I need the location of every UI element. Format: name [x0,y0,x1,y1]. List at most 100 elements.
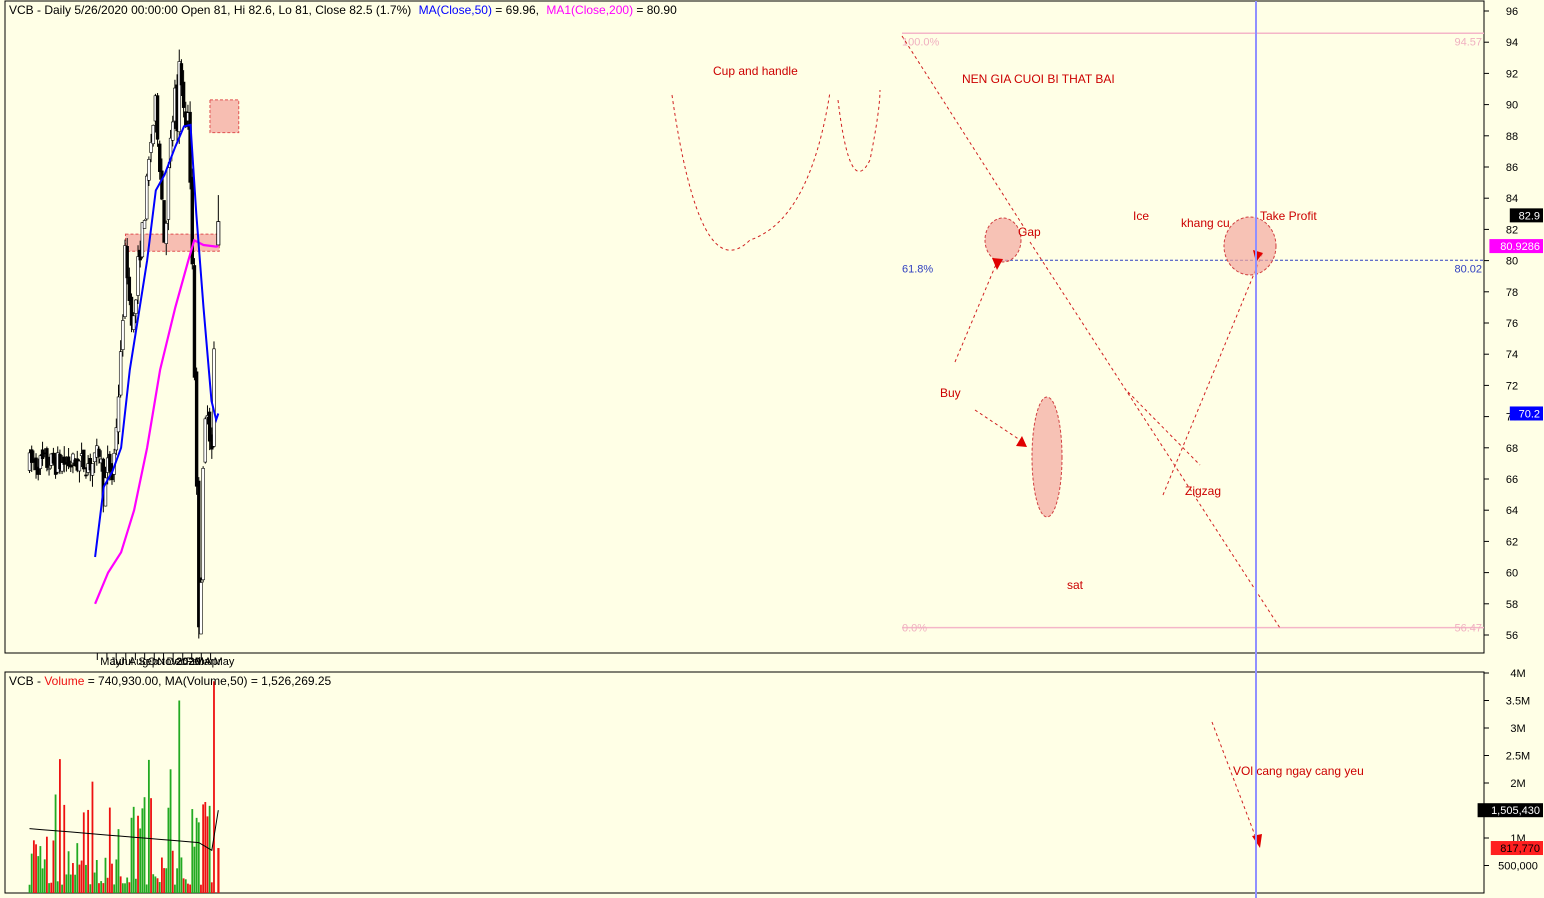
volume-bar [167,807,170,893]
time-tick-label: Aug [129,656,149,668]
candle-body [147,159,151,181]
volume-bar [152,874,155,893]
candle-body [62,456,66,465]
volume-bar [197,822,200,893]
candle-body [192,265,197,378]
volume-bar [37,856,40,893]
volume-bar [150,798,152,893]
volume-bar [189,884,192,893]
nen-gia-label: NEN GIA CUOI BI THAT BAI [962,72,1115,86]
ma50-legend-label: MA(Close,50) [419,3,492,17]
price-tick-label: 60 [1506,568,1518,580]
candle-body [158,143,162,172]
candle-body [116,396,121,433]
volume-pointer-line [1211,721,1257,839]
volume-header: VCB - Volume = 740,930.00, MA(Volume,50)… [9,674,332,688]
volume-bar [100,881,103,893]
buy-arrow-head [1016,436,1027,447]
volume-badge-label: 1,505,430 [1491,805,1540,817]
annotation-texts: Cup and handle NEN GIA CUOI BI THAT BAI … [713,64,1364,778]
volume-bar [111,863,113,893]
volume-tick-label: 3M [1510,723,1525,735]
price-tick-label: 94 [1506,37,1518,49]
fibonacci-layer: 100.0% 94.57 61.8% 80.02 0.0% 56.47 [902,32,1484,635]
volume-bar [139,828,142,893]
candle-body [69,464,73,468]
price-panel-border [4,0,1485,654]
volume-bar [35,844,37,893]
zigzag-line-2 [1127,391,1201,466]
candle-body [118,351,123,396]
volume-bars-layer [28,681,220,893]
volume-bar [85,864,87,893]
ma50-legend-value: = 69.96, [495,3,539,17]
price-badge-label: 80.9286 [1500,241,1540,253]
target-zone [209,99,240,134]
price-tick-label: 84 [1506,193,1518,205]
volume-bar [121,883,124,893]
candle-body [84,474,88,477]
volume-bar [176,868,178,893]
volume-bar [43,859,46,893]
volume-bar [78,864,81,893]
time-tick-label: Mar [195,656,214,668]
price-tick-label: 66 [1506,474,1518,486]
gap-arrow-head [992,258,1003,270]
volume-bar [72,863,74,893]
volume-bar [87,809,90,893]
time-tick-label: Jul [119,656,133,668]
candle-body [166,167,171,220]
volume-bar [184,879,187,893]
candle-body [162,200,166,243]
candle-body [194,371,199,487]
candle-body [212,348,216,447]
price-tick-label: 82 [1506,224,1518,236]
price-tick-label: 96 [1506,6,1518,18]
volume-bar [65,874,68,893]
volume-tick-label: 2.5M [1506,751,1530,763]
volume-bar [61,884,63,893]
gap-ellipse [984,217,1022,263]
volume-bar [137,815,139,893]
khang-cu-label: khang cu [1181,216,1230,230]
time-tick-label: Nov [157,656,177,668]
candle-body [97,448,101,457]
volume-badge-bg [1490,841,1543,856]
gap-pointer-line [954,261,998,363]
candle-body [179,63,184,86]
volume-bar [76,843,79,893]
volume-bar [52,840,55,893]
candle-body [127,276,132,301]
volume-bar [80,860,83,893]
volume-note-label: VOl cang ngay cang yeu [1233,764,1364,778]
volume-header-label: Volume [44,674,84,688]
volume-bar [59,759,61,893]
candle-body [114,427,119,451]
price-badge-label: 70.2 [1519,408,1540,420]
price-tick-label: 58 [1506,599,1518,611]
volume-bar [154,876,157,893]
volume-badge-bg [1477,803,1543,818]
candle-body [136,256,140,296]
volume-bar [124,883,126,893]
volume-bar [213,681,215,893]
volume-bar [206,816,209,893]
volume-header-prefix: VCB - [9,674,44,688]
price-tick-label: 88 [1506,131,1518,143]
candle-body [149,141,153,153]
price-tick-label: 74 [1506,349,1518,361]
price-tick-label: 56 [1506,630,1518,642]
candle-body [145,175,149,220]
cup-and-handle-label: Cup and handle [713,64,798,78]
volume-bar [32,840,35,893]
volume-axis: 500,0001M1.5M2M2.5M3M3.5M4M1,505,430817,… [1477,668,1543,873]
gap-label: Gap [1018,225,1041,239]
zigzag-label: Zigzag [1185,484,1221,498]
volume-bar-last [217,848,220,893]
candle-body [36,466,40,475]
candle-body [125,246,129,279]
time-tick-label: Jun [110,656,128,668]
volume-bar [156,878,159,893]
price-axis: 5658606264666870727476788082848688909294… [1484,6,1543,642]
candle-body [45,448,49,468]
